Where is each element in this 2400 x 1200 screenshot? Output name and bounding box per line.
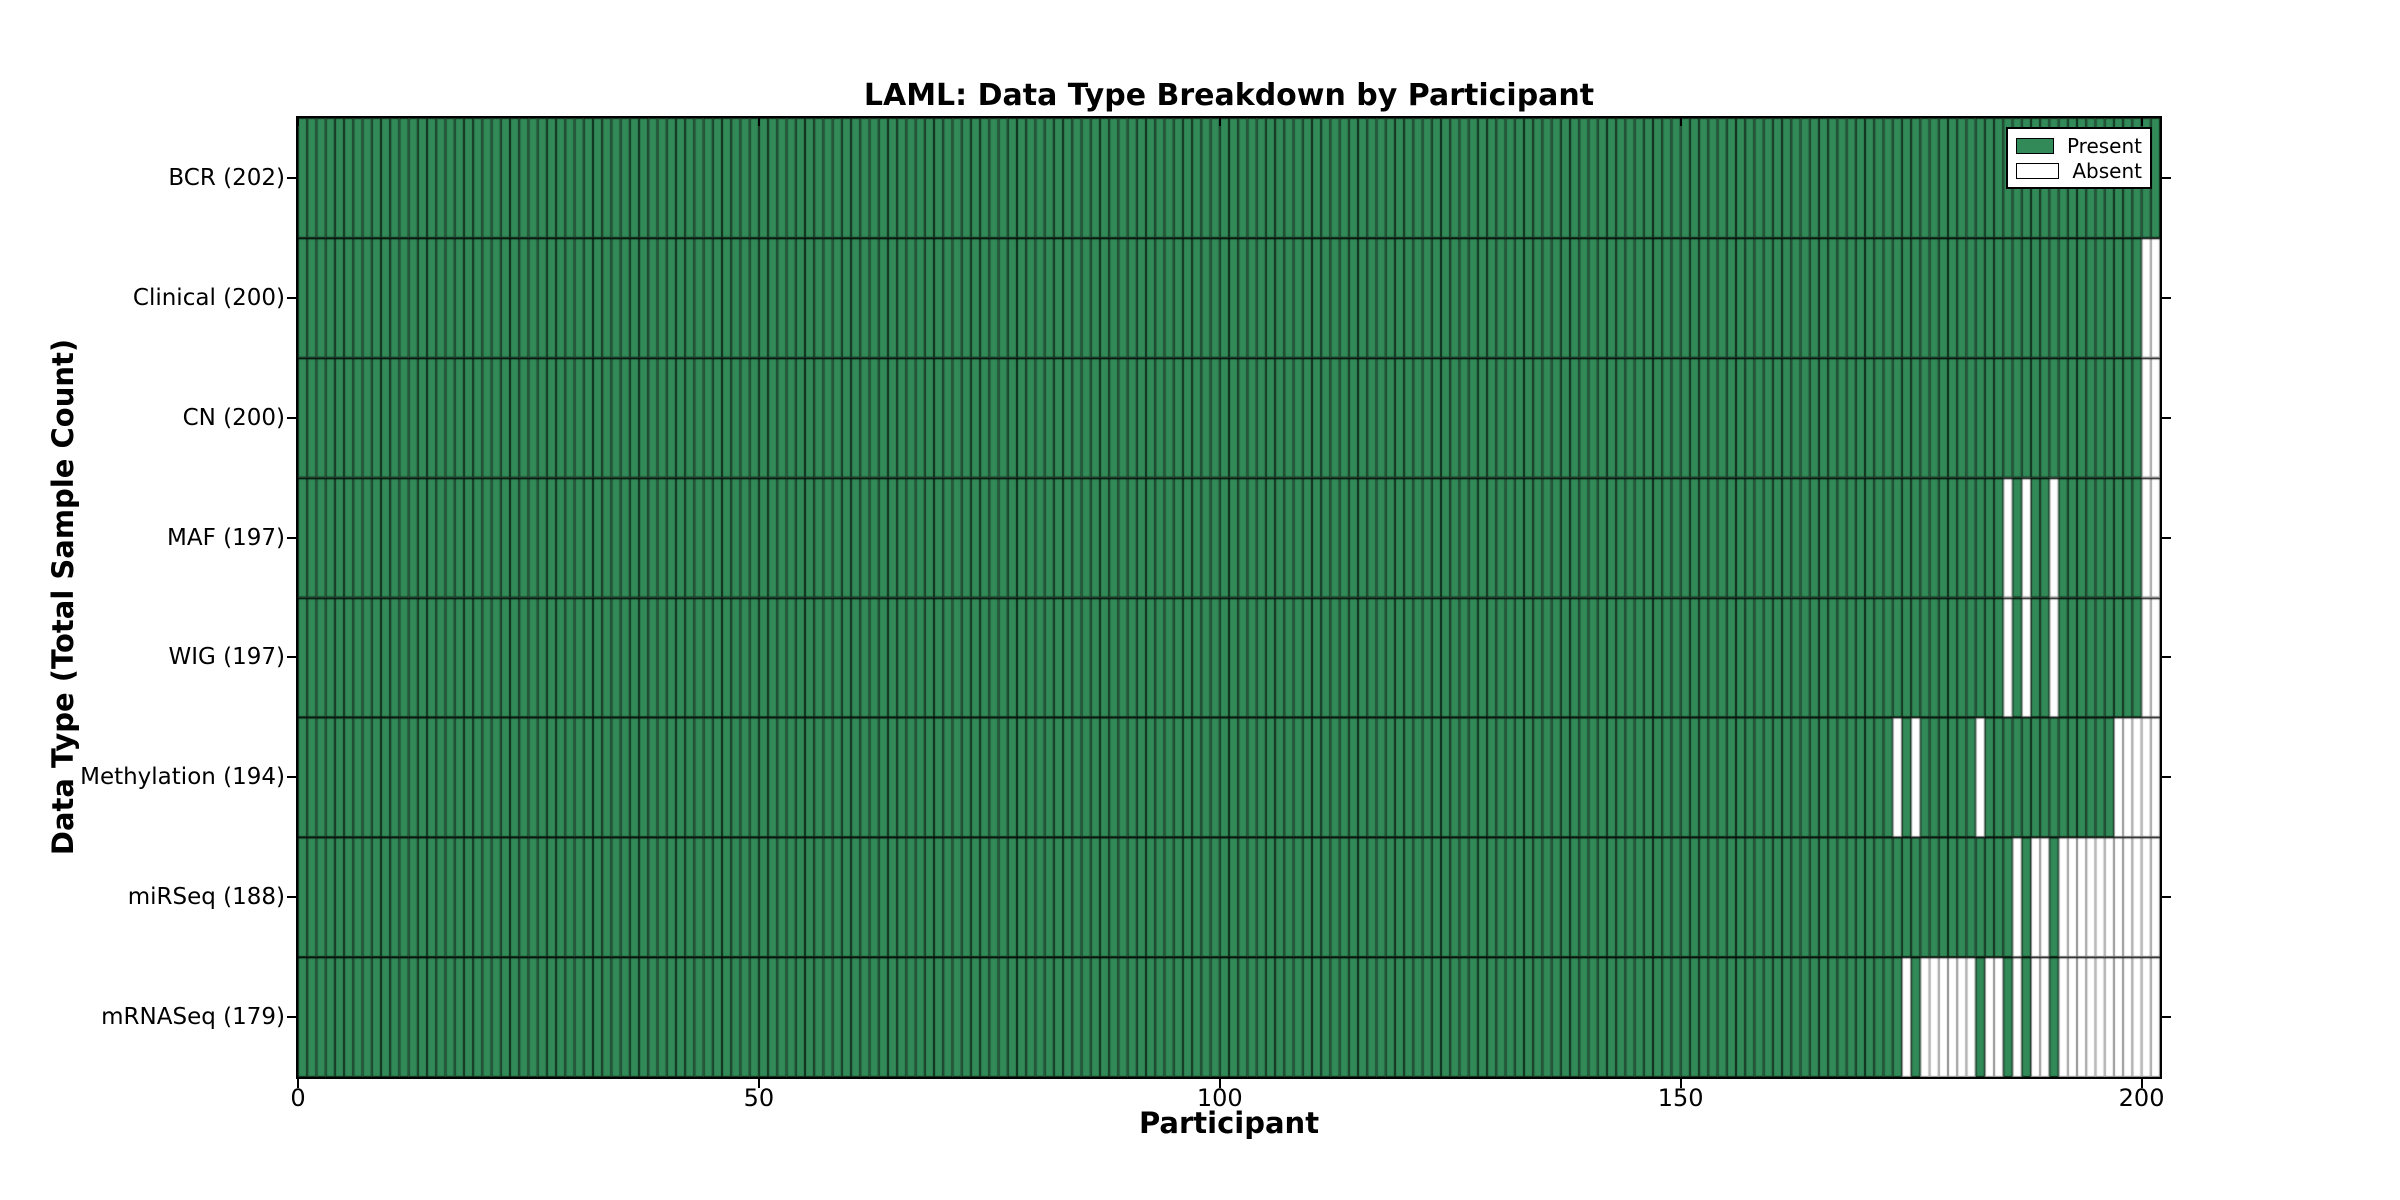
chart-title: LAML: Data Type Breakdown by Participant	[863, 78, 1595, 113]
x-tick-label-200: 200	[2118, 1084, 2165, 1112]
y-tick-mark-left	[287, 896, 296, 899]
y-tick-label-bcr: BCR (202)	[168, 164, 285, 191]
y-tick-label-methylation: Methylation (194)	[80, 764, 285, 791]
legend: Present Absent	[2006, 127, 2152, 189]
x-tick-mark-bottom	[2140, 1079, 2143, 1088]
x-tick-mark-top	[1679, 118, 1682, 126]
absent-swatch	[2016, 162, 2060, 179]
x-tick-mark-bottom	[1218, 1079, 1221, 1088]
legend-entry-present: Present	[2016, 136, 2142, 156]
y-tick-mark-left	[287, 296, 296, 299]
x-tick-label-100: 100	[1196, 1084, 1243, 1112]
y-tick-mark-left	[287, 416, 296, 419]
x-tick-mark-bottom	[1679, 1079, 1682, 1088]
y-tick-mark-right	[2162, 296, 2171, 299]
y-tick-label-maf: MAF (197)	[167, 524, 285, 551]
y-tick-mark-left	[287, 536, 296, 539]
present-swatch	[2016, 137, 2054, 154]
y-tick-mark-left	[287, 176, 296, 179]
y-tick-mark-right	[2162, 1016, 2171, 1019]
x-tick-mark-top	[1218, 118, 1221, 126]
x-tick-mark-top	[757, 118, 760, 126]
x-tick-label-0: 0	[290, 1084, 306, 1112]
y-tick-mark-right	[2162, 416, 2171, 419]
presence-matrix-canvas	[298, 118, 2160, 1077]
present-label: Present	[2066, 133, 2142, 158]
y-tick-mark-left	[287, 656, 296, 659]
x-tick-mark-bottom	[297, 1079, 299, 1088]
absent-label: Absent	[2072, 158, 2142, 183]
y-tick-mark-right	[2162, 896, 2171, 899]
x-tick-label-150: 150	[1657, 1084, 1704, 1112]
y-tick-mark-right	[2162, 656, 2171, 659]
x-tick-mark-top	[2140, 118, 2143, 126]
plot-area	[296, 116, 2162, 1079]
x-tick-mark-bottom	[757, 1079, 760, 1088]
y-tick-mark-right	[2162, 536, 2171, 539]
y-tick-label-clinical: Clinical (200)	[132, 284, 285, 311]
y-tick-label-mrnaseq: mRNASeq (179)	[101, 1004, 285, 1031]
x-tick-label-50: 50	[743, 1084, 775, 1112]
y-tick-label-mirseq: miRSeq (188)	[127, 884, 285, 911]
y-tick-mark-right	[2162, 776, 2171, 779]
y-tick-label-wig: WIG (197)	[168, 644, 285, 671]
x-tick-mark-top	[297, 118, 299, 126]
y-tick-label-cn: CN (200)	[182, 404, 285, 431]
y-tick-mark-left	[287, 1016, 296, 1019]
y-tick-mark-right	[2162, 176, 2171, 179]
x-axis-title: Participant	[1138, 1106, 1320, 1140]
legend-entry-absent: Absent	[2016, 161, 2142, 181]
y-tick-mark-left	[287, 776, 296, 779]
